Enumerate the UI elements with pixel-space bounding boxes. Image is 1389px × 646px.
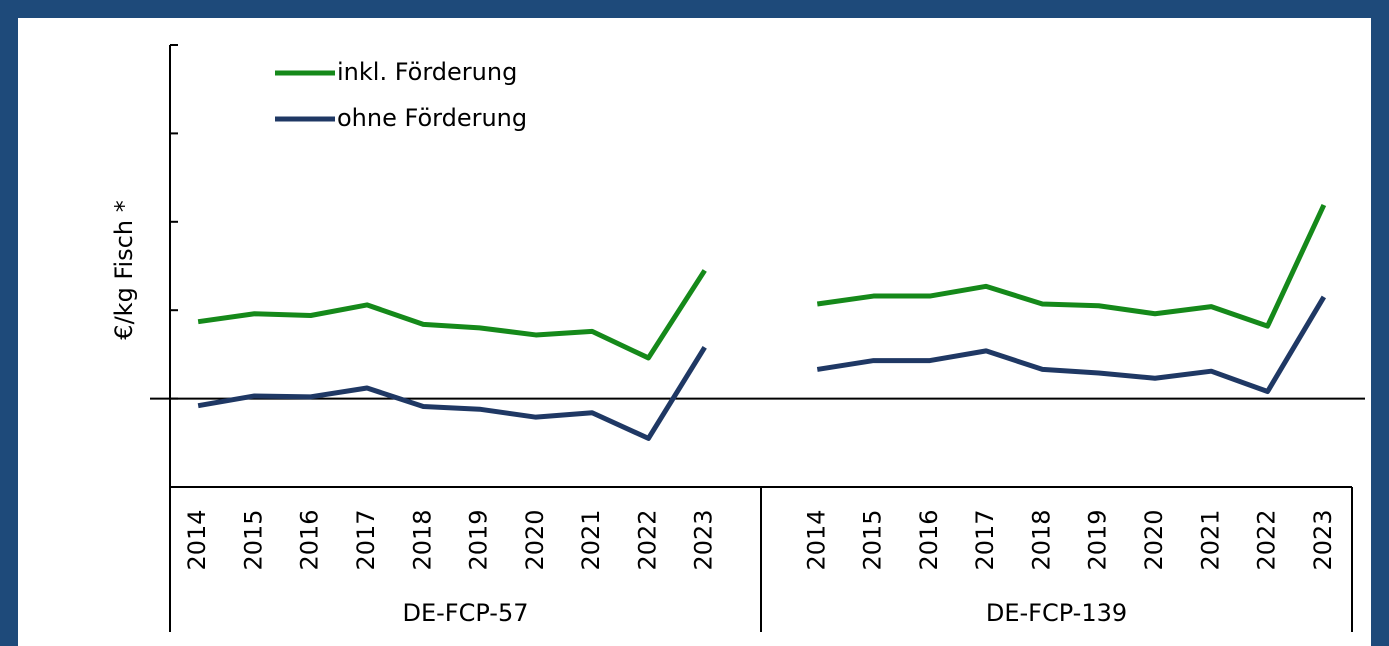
legend-label: inkl. Förderung bbox=[337, 58, 517, 86]
x-tick-label: 2023 bbox=[690, 509, 718, 570]
x-tick-label: 2018 bbox=[1027, 509, 1055, 570]
x-tick-label: 2020 bbox=[521, 509, 549, 570]
group-label: DE-FCP-57 bbox=[402, 599, 528, 627]
x-tick-label: 2023 bbox=[1309, 509, 1337, 570]
x-tick-label: 2017 bbox=[352, 509, 380, 570]
y-axis-label: €/kg Fisch * bbox=[110, 200, 138, 339]
series-line bbox=[197, 203, 1327, 361]
x-tick-label: 2021 bbox=[1196, 509, 1224, 570]
x-tick-label: 2017 bbox=[971, 509, 999, 570]
x-tick-label: 2016 bbox=[915, 509, 943, 570]
x-tick-label: 2018 bbox=[408, 509, 436, 570]
x-tick-label: 2019 bbox=[465, 509, 493, 570]
x-tick-label: 2014 bbox=[183, 509, 211, 570]
x-tick-label: 2019 bbox=[1084, 509, 1112, 570]
x-tick-label: 2020 bbox=[1140, 509, 1168, 570]
x-tick-label: 2022 bbox=[633, 509, 661, 570]
x-tick-label: 2021 bbox=[577, 509, 605, 570]
plot-panel bbox=[18, 18, 1371, 646]
x-tick-label: 2022 bbox=[1253, 509, 1281, 570]
x-tick-label: 2016 bbox=[296, 509, 324, 570]
series-line bbox=[197, 295, 1327, 441]
group-label: DE-FCP-139 bbox=[986, 599, 1127, 627]
x-tick-label: 2014 bbox=[802, 509, 830, 570]
legend-label: ohne Förderung bbox=[337, 104, 527, 132]
x-tick-label: 2015 bbox=[239, 509, 267, 570]
x-tick-label: 2015 bbox=[859, 509, 887, 570]
